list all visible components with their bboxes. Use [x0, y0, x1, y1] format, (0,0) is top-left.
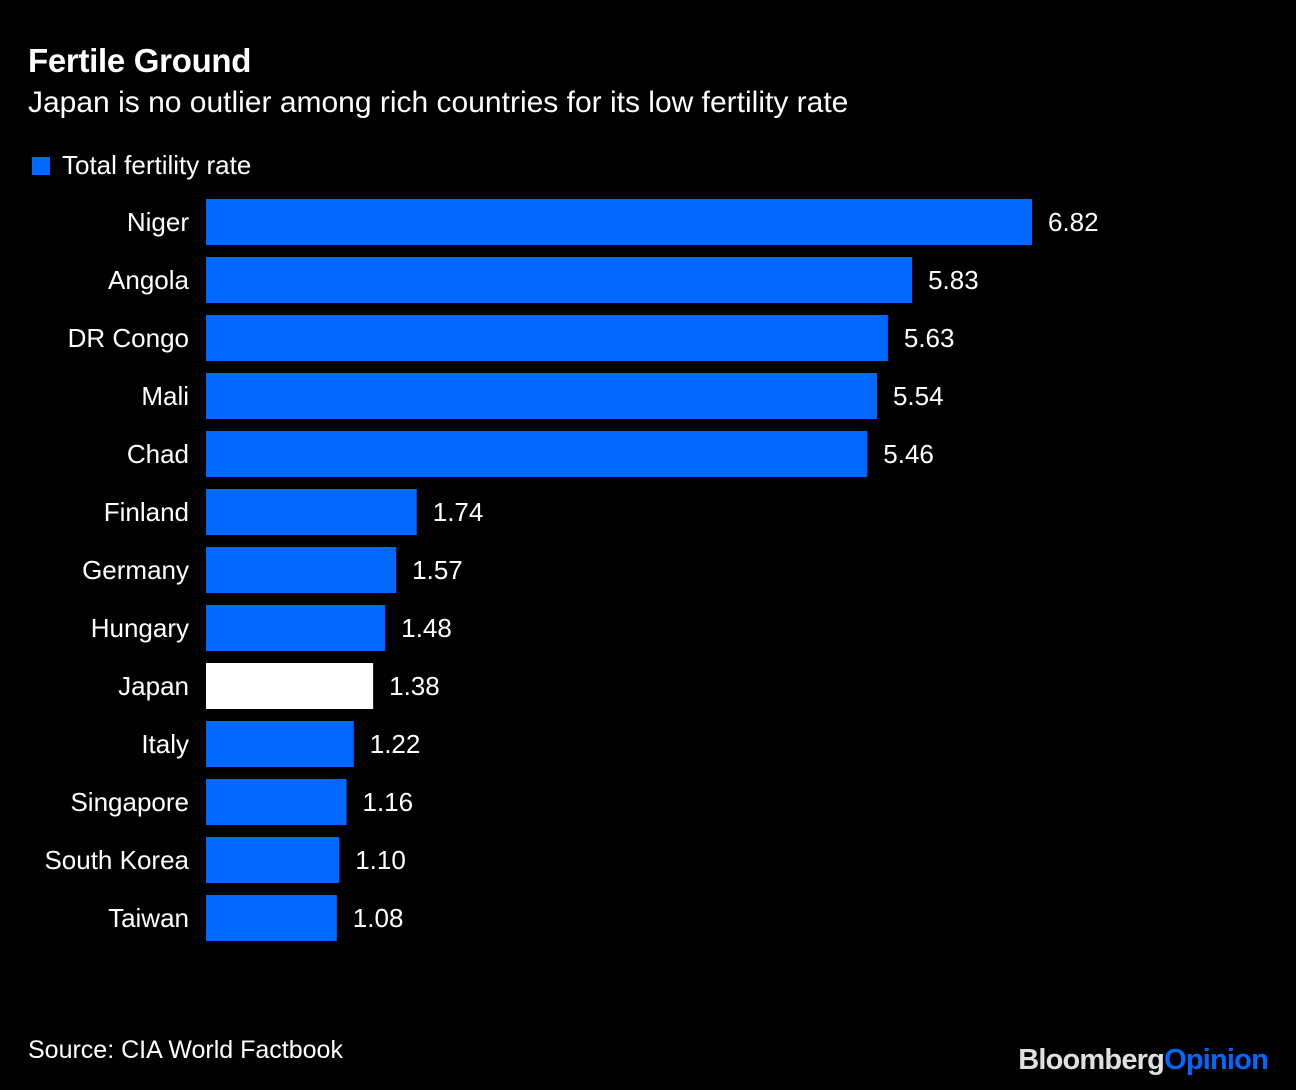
category-label: Germany: [82, 555, 189, 585]
legend-label: Total fertility rate: [62, 150, 252, 180]
bar: [206, 489, 417, 535]
category-label: Mali: [141, 381, 189, 411]
bar: [206, 721, 354, 767]
brand-bloomberg: Bloomberg: [1018, 1044, 1165, 1076]
category-label: South Korea: [44, 845, 189, 875]
legend-swatch: [32, 156, 50, 175]
value-label: 6.82: [1048, 207, 1099, 237]
value-label: 5.46: [883, 439, 934, 469]
category-label: Taiwan: [108, 903, 189, 933]
source-note: Source: CIA World Factbook: [28, 1036, 343, 1064]
value-label: 1.10: [355, 845, 406, 875]
category-label: Niger: [127, 207, 189, 237]
legend: Total fertility rate: [32, 150, 251, 181]
value-label: 1.57: [412, 555, 463, 585]
category-label: DR Congo: [68, 323, 189, 353]
category-label: Italy: [141, 729, 189, 759]
category-label: Hungary: [91, 613, 189, 643]
bar: [206, 257, 913, 303]
value-label: 5.54: [893, 381, 944, 411]
value-label: 1.08: [353, 903, 404, 933]
value-label: 1.38: [389, 671, 440, 701]
category-label: Angola: [108, 265, 189, 295]
bar: [206, 837, 340, 883]
value-label: 1.48: [401, 613, 452, 643]
value-label: 1.74: [433, 497, 484, 527]
bar: [206, 199, 1032, 245]
brand-opinion: Opinion: [1164, 1044, 1269, 1076]
bar-chart: Niger 6.82 Angola 5.83 DR Congo 5.63 Mali 5.54 C…: [44, 199, 1099, 941]
category-label: Japan: [118, 671, 189, 701]
value-label: 1.16: [362, 787, 413, 817]
brand-logo: BloombergOpinion: [1018, 1044, 1269, 1077]
bar: [206, 373, 877, 419]
bar: [206, 779, 347, 825]
chart-subtitle: Japan is no outlier among rich countries…: [28, 86, 849, 119]
bar: [206, 315, 888, 361]
bar: [206, 547, 397, 593]
category-label: Chad: [127, 439, 189, 469]
bar: [206, 431, 868, 477]
value-label: 1.22: [370, 729, 421, 759]
bar: [206, 605, 386, 651]
bar: [206, 895, 337, 941]
chart-title: Fertile Ground: [28, 42, 252, 79]
value-label: 5.83: [928, 265, 979, 295]
category-label: Finland: [104, 497, 189, 527]
value-label: 5.63: [904, 323, 955, 353]
category-label: Singapore: [70, 787, 189, 817]
bar-highlight: [206, 663, 374, 709]
